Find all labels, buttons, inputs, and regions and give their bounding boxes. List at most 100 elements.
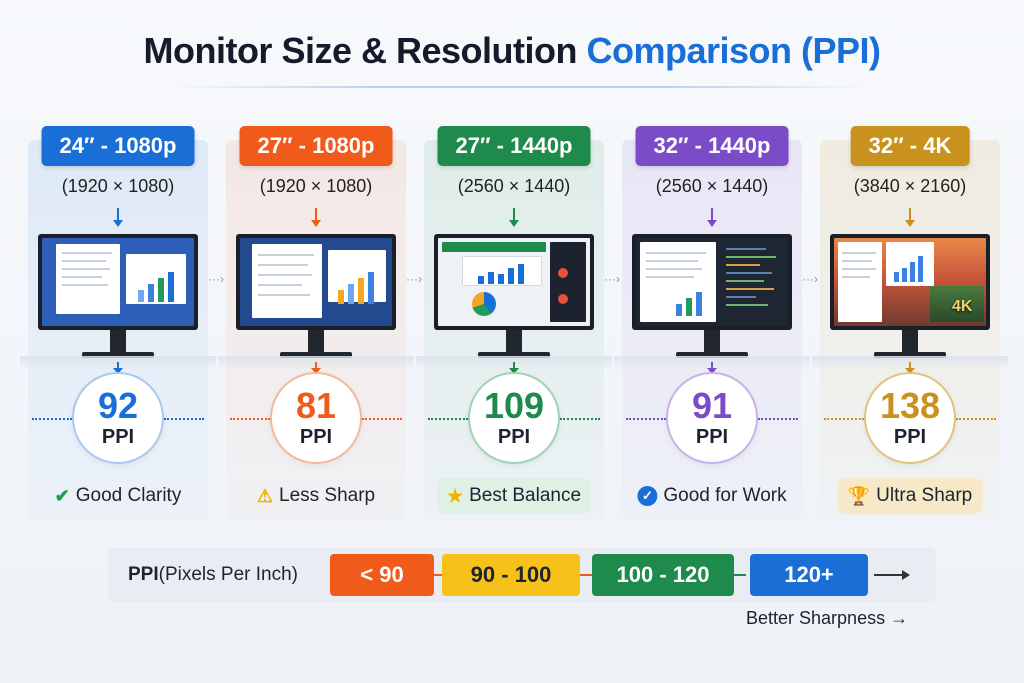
verdict-tag: 🏆 Ultra Sharp: [837, 478, 983, 514]
monitor-base: [478, 352, 550, 358]
verdict-tag: ✔ Good Clarity: [45, 478, 192, 514]
size-label: 24″ - 1080p: [41, 126, 195, 166]
resolution-text: (3840 × 2160): [853, 176, 967, 196]
check-icon: ✔: [54, 485, 70, 506]
screen-preview: [240, 238, 392, 326]
ppi-value: 92: [97, 384, 139, 426]
sharpness-caption: Better Sharpness →: [746, 608, 909, 628]
ppi-value: 91: [691, 384, 733, 426]
monitor-stand: [308, 330, 324, 354]
dotted-connector: [164, 418, 204, 420]
monitor-icon: 4K: [830, 234, 990, 330]
screen-preview: 4K: [834, 238, 986, 326]
legend-title-rest: (Pixels Per Inch): [158, 564, 298, 585]
range-high: 120+: [750, 554, 868, 596]
chevron-right-icon: ···›: [604, 272, 620, 286]
verdict-text: Best Balance: [469, 485, 582, 506]
monitor-stand: [704, 330, 720, 354]
ppi-value: 81: [295, 384, 337, 426]
range-connector: [580, 574, 592, 576]
ppi-badge: 109 PPI: [468, 372, 560, 464]
range-connector: [434, 574, 446, 576]
dotted-connector: [758, 418, 798, 420]
ppi-unit: PPI: [695, 425, 729, 448]
title-main: Monitor Size & Resolution: [143, 30, 587, 71]
trophy-icon: 🏆: [847, 485, 871, 506]
down-arrow-icon: [113, 362, 123, 374]
size-label: 27″ - 1440p: [437, 126, 591, 166]
verdict-tag: ★ Best Balance: [436, 478, 592, 514]
screen-preview: [438, 238, 590, 326]
down-arrow-icon: [311, 362, 321, 374]
verdict-text: Good for Work: [663, 485, 787, 506]
monitor-card-32-4k: 32″ - 4K (3840 × 2160) 4K 138 PPI 🏆 Ultr…: [812, 116, 1008, 526]
monitor-icon: [434, 234, 594, 330]
dotted-connector: [824, 418, 864, 420]
ppi-value: 138: [879, 384, 941, 426]
ppi-unit: PPI: [299, 425, 333, 448]
down-arrow-icon: [905, 208, 915, 227]
resolution-text: (1920 × 1080): [61, 176, 175, 196]
range-connector: [734, 574, 746, 576]
down-arrow-icon: [707, 208, 717, 227]
arrow-right-icon: [874, 570, 910, 580]
verdict-text: Ultra Sharp: [876, 485, 973, 506]
down-arrow-icon: [509, 362, 519, 374]
monitor-base: [280, 352, 352, 358]
range-mid-high: 100 - 120: [592, 554, 734, 596]
chevron-right-icon: ···›: [406, 272, 422, 286]
monitor-base: [874, 352, 946, 358]
monitor-card-32-1440p: 32″ - 1440p (2560 × 1440) 91 PPI: [614, 116, 810, 526]
dotted-connector: [32, 418, 72, 420]
down-arrow-icon: [905, 362, 915, 374]
dotted-connector: [428, 418, 468, 420]
ppi-scale-legend: PPI (Pixels Per Inch) < 90 90 - 100 100 …: [108, 548, 936, 602]
ppi-value: 109: [483, 384, 545, 426]
monitor-card-27-1080p: 27″ - 1080p (1920 × 1080) 81 PPI ⚠ Less …: [218, 116, 414, 526]
ppi-badge: 91 PPI: [666, 372, 758, 464]
monitor-icon: [632, 234, 792, 330]
monitor-icon: [236, 234, 396, 330]
dotted-connector: [362, 418, 402, 420]
size-label: 32″ - 4K: [850, 126, 970, 166]
dotted-connector: [626, 418, 666, 420]
check-circle-icon: ✓: [637, 486, 658, 506]
monitor-stand: [506, 330, 522, 354]
page-title: Monitor Size & Resolution Comparison (PP…: [0, 30, 1024, 72]
legend-title-bold: PPI: [128, 564, 159, 585]
screen-preview: [42, 238, 194, 326]
ppi-badge: 138 PPI: [864, 372, 956, 464]
resolution-text: (2560 × 1440): [655, 176, 769, 196]
monitor-card-27-1440p: 27″ - 1440p (2560 × 1440) 109 PPI ★ Best…: [416, 116, 612, 526]
range-low: < 90: [330, 554, 434, 596]
4k-badge: 4K: [952, 298, 973, 315]
ppi-badge: 81 PPI: [270, 372, 362, 464]
ppi-unit: PPI: [893, 425, 927, 448]
ppi-unit: PPI: [101, 425, 135, 448]
chevron-right-icon: ···›: [802, 272, 818, 286]
chevron-right-icon: ···›: [208, 272, 224, 286]
ppi-unit: PPI: [497, 425, 531, 448]
resolution-text: (1920 × 1080): [259, 176, 373, 196]
title-accent: Comparison (PPI): [586, 30, 881, 71]
size-label: 32″ - 1440p: [635, 126, 789, 166]
resolution-text: (2560 × 1440): [457, 176, 571, 196]
down-arrow-icon: [509, 208, 519, 227]
monitor-card-24-1080p: 24″ - 1080p (1920 × 1080) 92 PPI ✔ Good …: [20, 116, 216, 526]
dotted-connector: [560, 418, 600, 420]
down-arrow-icon: [707, 362, 717, 374]
monitor-icon: [38, 234, 198, 330]
verdict-text: Less Sharp: [279, 485, 376, 506]
monitor-base: [82, 352, 154, 358]
verdict-tag: ✓ Good for Work: [627, 478, 796, 514]
verdict-text: Good Clarity: [75, 485, 182, 506]
star-icon: ★: [446, 485, 464, 506]
down-arrow-icon: [113, 208, 123, 227]
down-arrow-icon: [311, 208, 321, 227]
monitor-stand: [902, 330, 918, 354]
screen-preview: [636, 238, 788, 326]
legend-title: PPI (Pixels Per Inch): [128, 548, 298, 602]
size-label: 27″ - 1080p: [239, 126, 393, 166]
monitor-base: [676, 352, 748, 358]
title-divider: [170, 86, 870, 88]
